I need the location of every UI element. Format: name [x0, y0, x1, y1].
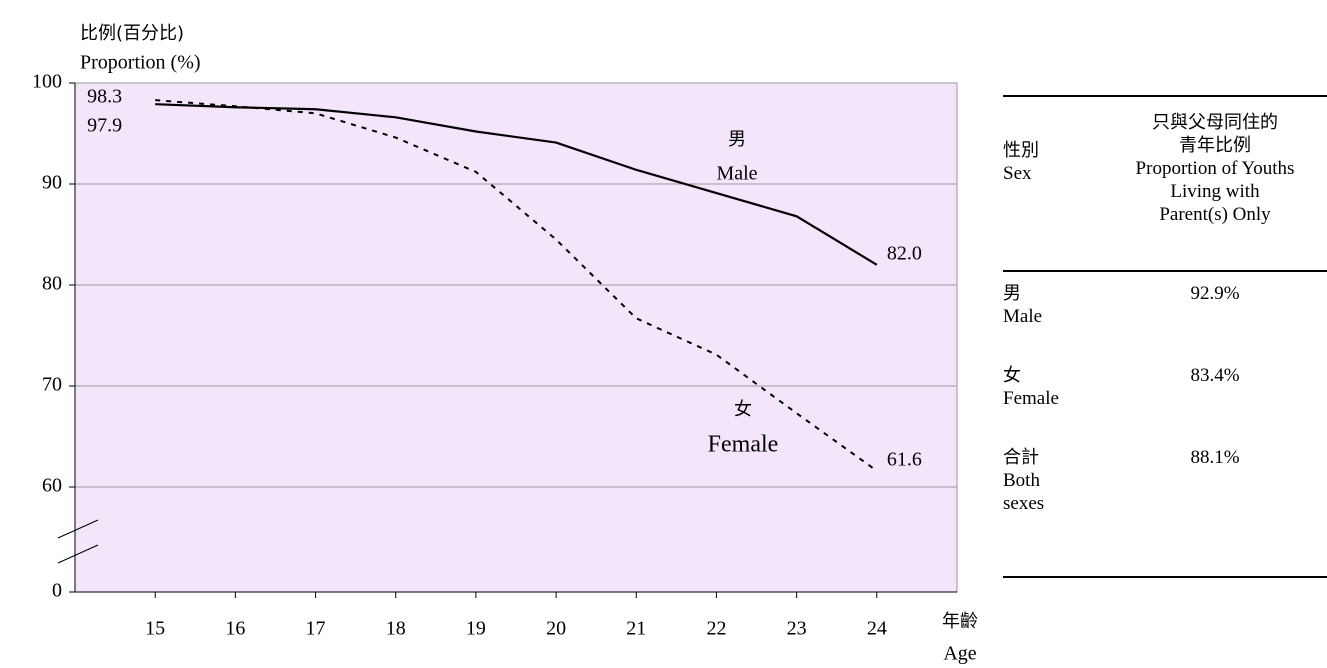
table-row: 女 Female 83.4%: [1003, 364, 1327, 446]
x-tick-label: 21: [626, 618, 646, 640]
header-text: Parent(s) Only: [1159, 204, 1271, 225]
value-cell: 92.9%: [1190, 283, 1240, 304]
y-tick-label: 0: [52, 580, 62, 602]
series-label: Male: [716, 163, 757, 185]
sex-cell: 男 Male: [1003, 282, 1093, 328]
table: 性別 Sex 只與父母同住的 青年比例 Proportion of Youths…: [1003, 95, 1327, 578]
cell-text: 合計: [1003, 447, 1039, 468]
cell-text: 女: [1003, 365, 1021, 386]
data-label: 98.3: [87, 86, 122, 108]
sex-cell: 女 Female: [1003, 364, 1093, 410]
y-tick-label: 100: [32, 71, 62, 93]
x-title: 年齡: [942, 611, 978, 632]
header-proportion: 只與父母同住的 青年比例 Proportion of Youths Living…: [1103, 111, 1327, 226]
cell-text: Both sexes: [1003, 470, 1045, 514]
x-tick-label: 24: [867, 618, 887, 640]
sex-cell: 合計 Both sexes: [1003, 446, 1093, 515]
table-row: 男 Male 92.9%: [1003, 282, 1327, 364]
x-tick-label: 16: [225, 618, 245, 640]
header-text: 只與父母同住的: [1152, 112, 1278, 133]
x-tick-label: 20: [546, 618, 566, 640]
y-tick-label: 80: [42, 273, 62, 295]
series-label: Female: [708, 432, 779, 458]
data-label: 82.0: [887, 242, 922, 264]
x-tick-label: 23: [787, 618, 807, 640]
data-label: 97.9: [87, 115, 122, 137]
x-title: Age: [943, 643, 976, 665]
y-title: Proportion (%): [80, 52, 201, 74]
series-line: [155, 103, 878, 266]
axis-break: [57, 544, 99, 564]
header-text: Sex: [1003, 163, 1032, 184]
y-tick-label: 60: [42, 475, 62, 497]
header-text: 青年比例: [1179, 135, 1251, 156]
x-tick-label: 18: [386, 618, 406, 640]
table-header: 性別 Sex 只與父母同住的 青年比例 Proportion of Youths…: [1003, 95, 1327, 272]
x-tick-label: 22: [706, 618, 726, 640]
header-text: 性別: [1003, 140, 1039, 161]
data-label: 61.6: [887, 448, 922, 470]
y-title: 比例(百分比): [80, 23, 184, 44]
series-line: [155, 99, 878, 472]
x-tick-label: 15: [145, 618, 165, 640]
plot-area: [74, 82, 958, 593]
header-text: Proportion of Youths: [1135, 158, 1295, 179]
table-body: 男 Male 92.9% 女 Female 83.4% 合計 Both sexes 88.1%: [1003, 272, 1327, 578]
series-label: 男: [728, 129, 746, 150]
table-row: 合計 Both sexes 88.1%: [1003, 446, 1327, 528]
y-tick-label: 70: [42, 374, 62, 396]
value-cell: 83.4%: [1190, 365, 1240, 386]
header-sex: 性別 Sex: [1003, 139, 1093, 185]
cell-text: Male: [1003, 306, 1043, 327]
y-tick-label: 90: [42, 172, 62, 194]
x-tick-label: 17: [306, 618, 326, 640]
header-text: Living with: [1170, 181, 1260, 202]
cell-text: 男: [1003, 283, 1021, 304]
series-label: 女: [734, 399, 752, 420]
cell-text: Female: [1003, 388, 1059, 409]
x-tick-label: 19: [466, 618, 486, 640]
axis-break: [57, 519, 99, 539]
chart: 0 60 70 80 90 100 15 16 17 18 19 20 21 22 23 24 比例(百分比) P…: [32, 23, 978, 665]
value-cell: 88.1%: [1190, 447, 1240, 468]
